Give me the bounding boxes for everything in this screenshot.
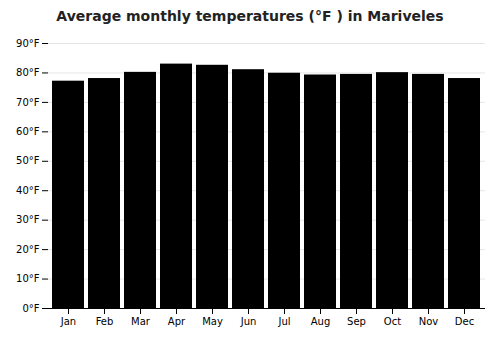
svg-text:Feb: Feb [96,316,114,327]
svg-text:10°F: 10°F [16,273,40,284]
svg-text:0°F: 0°F [22,303,39,314]
svg-text:30°F: 30°F [16,214,40,225]
svg-text:70°F: 70°F [16,97,40,108]
svg-text:60°F: 60°F [16,126,40,137]
svg-text:Jan: Jan [60,316,76,327]
svg-text:Jul: Jul [277,316,290,327]
html-text:Average monthly temperatures (: Average monthly temperatures (°F ) in Ma… [56,8,444,24]
svg-text:Apr: Apr [168,316,186,327]
svg-text:Dec: Dec [455,316,474,327]
svg-text:May: May [202,316,223,327]
svg-text:Sep: Sep [347,316,366,327]
svg-text:Nov: Nov [419,316,439,327]
svg-text:20°F: 20°F [16,244,40,255]
svg-text:Aug: Aug [311,316,331,327]
svg-text:50°F: 50°F [16,155,40,166]
svg-text:40°F: 40°F [16,185,40,196]
svg-text:90°F: 90°F [16,38,40,49]
svg-text:Jun: Jun [240,316,257,327]
svg-text:Mar: Mar [131,316,151,327]
svg-text:80°F: 80°F [16,67,40,78]
svg-text:Oct: Oct [384,316,401,327]
